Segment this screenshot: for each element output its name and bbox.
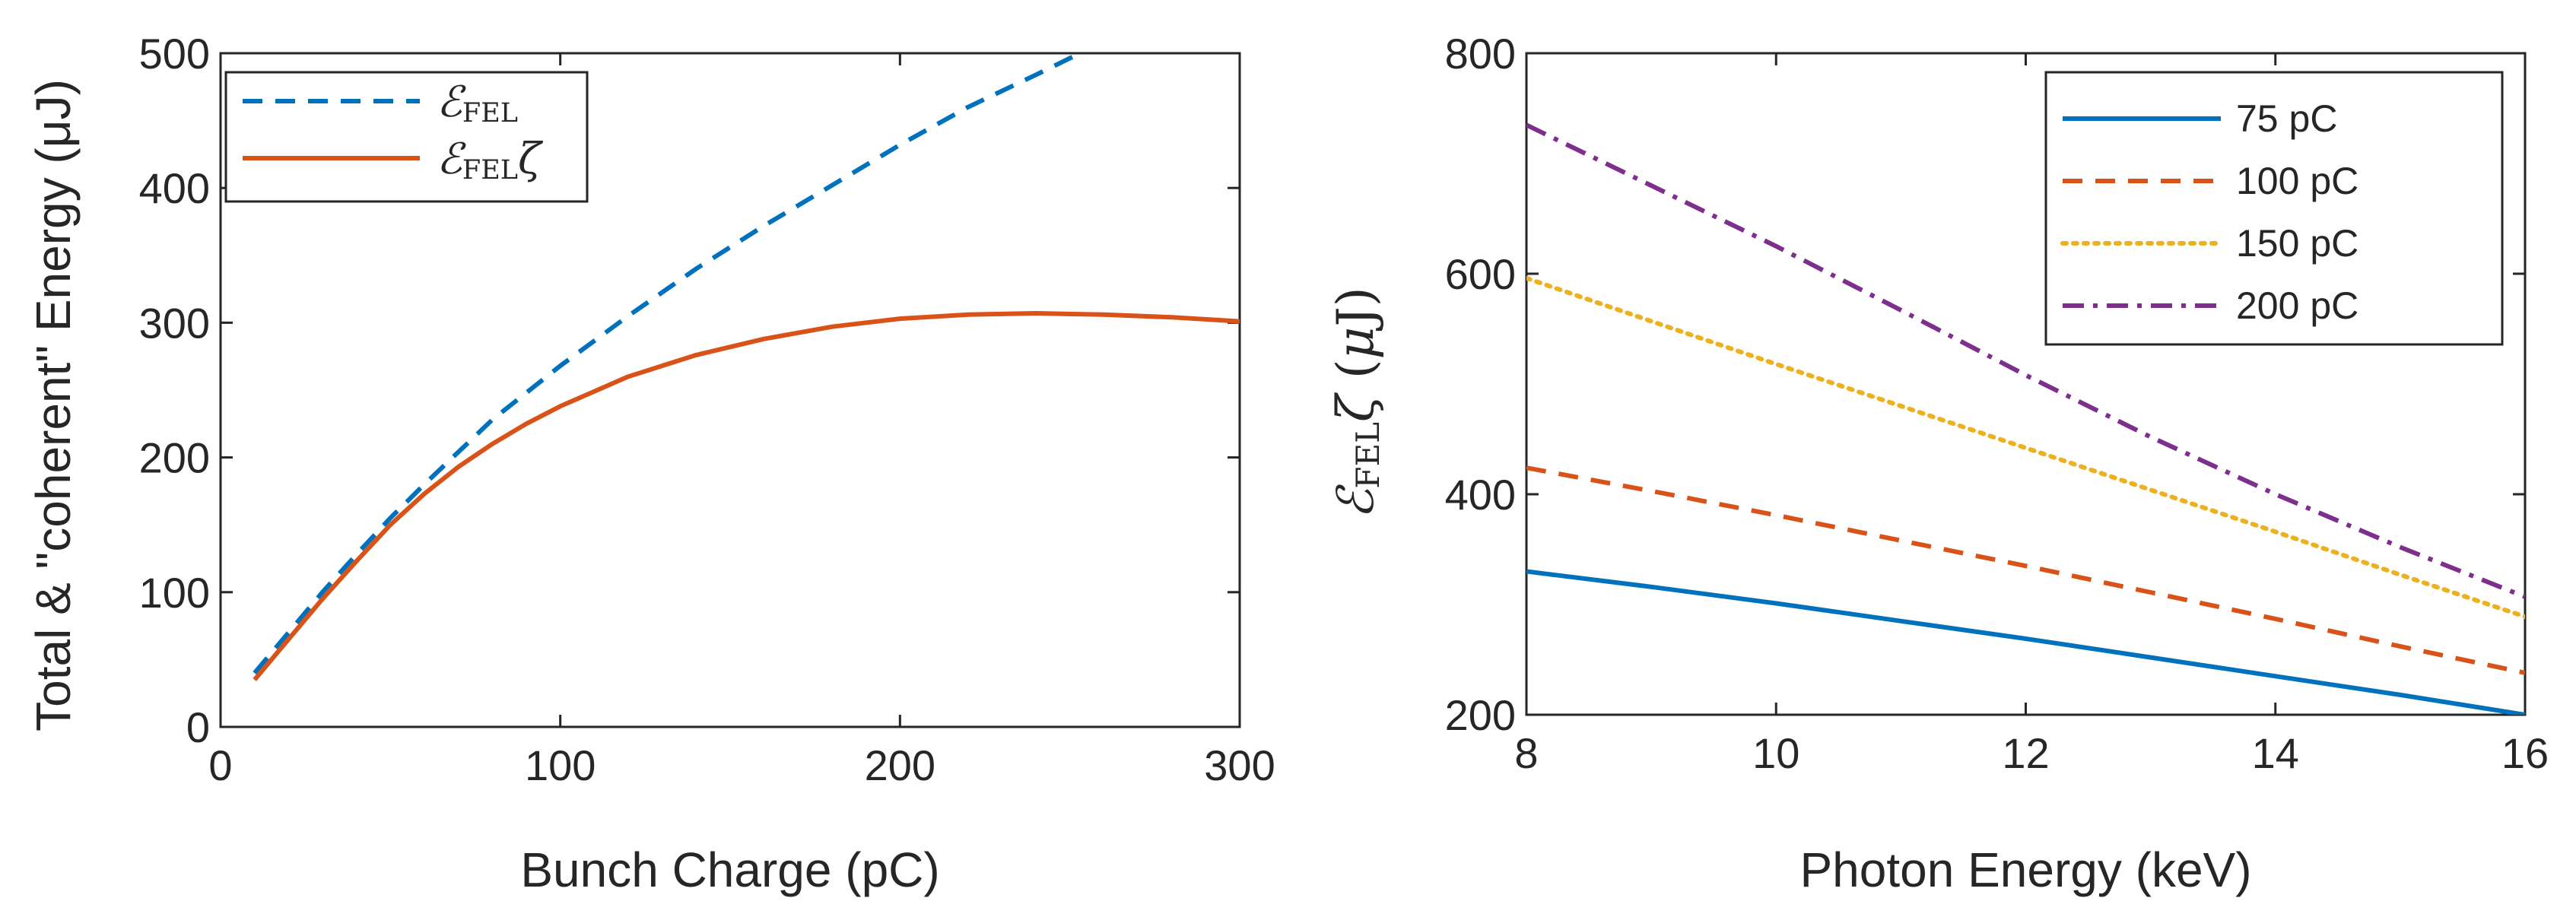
x-tick-label: 16: [2501, 729, 2549, 777]
y-tick-label: 400: [1445, 471, 1516, 519]
series-line-2: [1526, 275, 2525, 619]
y-tick-label: 600: [1445, 250, 1516, 298]
y-tick-label: 0: [186, 703, 210, 751]
y-axis-label: ℰFELζ (μJ): [1326, 287, 1386, 519]
y-tick-label: 100: [139, 569, 210, 617]
legend-label-1: ℰFELζ: [437, 135, 544, 186]
x-tick-label: 100: [525, 741, 596, 789]
x-axis-label: Photon Energy (keV): [1799, 842, 2251, 897]
x-tick-label: 14: [2252, 729, 2299, 777]
legend: 75 pC 100 pC 150 pC 200 pC: [2044, 71, 2504, 346]
y-tick-label: 500: [139, 30, 210, 78]
y-tick-label: 400: [139, 164, 210, 212]
series-line-1: [1526, 465, 2525, 675]
legend-box: [224, 71, 589, 203]
y-tick-label: 300: [139, 299, 210, 347]
legend: ℰFEL ℰFELζ: [224, 71, 589, 203]
x-tick-label: 0: [208, 741, 232, 789]
series-line-3: [1526, 122, 2525, 599]
x-tick-label: 300: [1204, 741, 1275, 789]
x-tick-label: 200: [865, 741, 935, 789]
series-line-1: [253, 311, 1240, 681]
axes-box: [219, 52, 1241, 728]
y-axis-label: Total & "coherent" Energy (μJ): [26, 79, 81, 731]
y-tick-label: 200: [1445, 691, 1516, 739]
legend-label-0: 75 pC: [2236, 97, 2337, 140]
series-line-0: [1526, 569, 2525, 715]
series-line-0: [253, 53, 1082, 675]
y-tick-label: 800: [1445, 30, 1516, 78]
right-chart: 8 10 12 14 16 200 400 600 800 Photon Energy (keV)…: [1326, 30, 2549, 897]
x-tick-label: 12: [2002, 729, 2049, 777]
y-tick-label: 200: [139, 434, 210, 482]
x-tick-label: 8: [1514, 729, 1538, 777]
legend-label-3: 200 pC: [2236, 284, 2358, 327]
x-axis-label: Bunch Charge (pC): [520, 842, 939, 897]
legend-label-1: 100 pC: [2236, 160, 2358, 202]
legend-label-0: ℰFEL: [437, 78, 518, 129]
left-chart: 0 100 200 300 0 100 200 300 400 500 Bunch Charge (…: [26, 30, 1275, 897]
x-tick-label: 10: [1752, 729, 1799, 777]
legend-label-2: 150 pC: [2236, 222, 2358, 265]
